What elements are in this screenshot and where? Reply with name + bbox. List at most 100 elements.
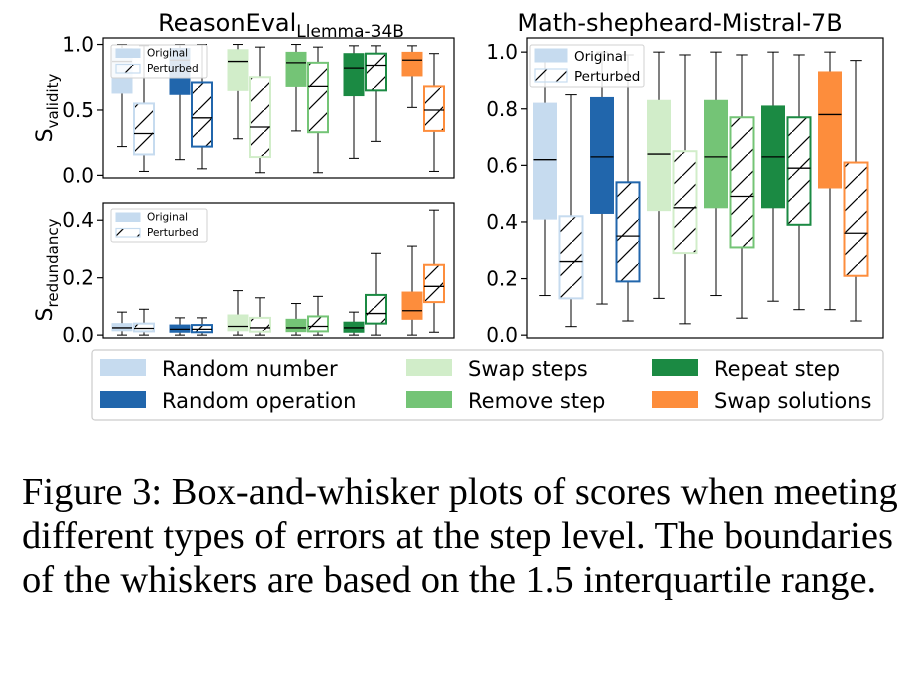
- box-hatch: [616, 182, 640, 282]
- box-rp-original: [343, 45, 365, 159]
- box-hatch: [559, 216, 583, 299]
- box-outline: [615, 181, 641, 283]
- box-body: [401, 51, 423, 77]
- box-hatch: [366, 294, 386, 324]
- box-outline: [423, 263, 445, 304]
- box-outline: [307, 315, 329, 333]
- legend-swatch-perturbed: [534, 68, 568, 83]
- box-hatch: [192, 82, 212, 147]
- box-body: [227, 314, 249, 332]
- box-so-perturbed: [423, 209, 445, 333]
- figure: ReasonEvalLlemma-34B Math-shepheard-Mist…: [33, 9, 884, 421]
- box-ss-perturbed: [672, 54, 698, 325]
- box-so-perturbed: [843, 60, 869, 322]
- inner-legend-label: Original: [147, 48, 188, 60]
- left-title: ReasonEvalLlemma-34B: [158, 9, 404, 42]
- box-hatch: [730, 117, 754, 248]
- box-hatch: [673, 151, 697, 254]
- box-hatch: [424, 264, 444, 303]
- inner-legend-label: Perturbed: [574, 69, 640, 85]
- box-rp-original: [761, 51, 785, 302]
- box-body: [704, 99, 728, 209]
- box-hatch: [134, 103, 154, 155]
- y-tick-label: 0.4: [62, 208, 94, 232]
- box-outline: [423, 85, 445, 132]
- box-outline: [672, 150, 698, 255]
- box-hatch: [787, 117, 811, 225]
- box-rp-original: [343, 311, 365, 336]
- legend-swatch-so: [652, 391, 698, 408]
- box-outline: [843, 161, 869, 277]
- box-body: [647, 99, 671, 212]
- y-tick-label: 0.0: [486, 323, 518, 347]
- box-so-perturbed: [423, 53, 445, 172]
- redundancy-panel: 0.0 0.2 0.4 Original Perturbed: [62, 202, 455, 347]
- box-outline: [729, 116, 755, 249]
- box-body: [343, 53, 365, 97]
- plot-frame: [102, 37, 455, 179]
- box-ss-original: [227, 44, 249, 140]
- box-outline: [786, 116, 812, 226]
- y-tick-label: 0.0: [62, 163, 94, 187]
- box-so-original: [818, 51, 842, 311]
- legend-label-rn: Random number: [162, 357, 338, 381]
- box-so-original: [401, 245, 423, 336]
- box-ro-perturbed: [191, 317, 213, 336]
- box-hatch: [308, 62, 328, 133]
- box-rs-original: [285, 44, 307, 132]
- box-ss-original: [227, 290, 249, 336]
- box-ss-perturbed: [249, 46, 271, 174]
- box-hatch: [250, 317, 270, 332]
- plot-frame: [102, 202, 455, 339]
- inner-legend-label: Original: [147, 212, 188, 224]
- right-title: Math-shepheard-Mistral-7B: [517, 9, 842, 37]
- legend-label-ss: Swap steps: [468, 357, 588, 381]
- box-outline: [365, 52, 387, 92]
- y-tick-label: 0.4: [486, 210, 518, 234]
- box-ro-original: [169, 317, 191, 336]
- box-body: [285, 318, 307, 333]
- figure-caption: Figure 3: Box-and-whisker plots of score…: [22, 471, 898, 601]
- box-body: [401, 291, 423, 320]
- inner-legend: Original Perturbed: [110, 44, 208, 79]
- inner-legend: Original Perturbed: [529, 44, 645, 88]
- box-rp-perturbed: [786, 54, 812, 311]
- box-rn-perturbed: [133, 308, 155, 336]
- box-ss-perturbed: [249, 297, 271, 336]
- box-outline: [365, 293, 387, 325]
- box-rn-original: [533, 51, 557, 297]
- box-rp-perturbed: [365, 45, 387, 142]
- box-body: [590, 96, 614, 214]
- box-rs-original: [704, 51, 728, 297]
- y-tick-label: 0.2: [486, 267, 518, 291]
- box-hatch: [366, 53, 386, 91]
- y-tick-label: 1.0: [486, 40, 518, 64]
- legend-label-ro: Random operation: [162, 389, 356, 413]
- box-rs-perturbed: [307, 46, 329, 174]
- box-rs-original: [285, 303, 307, 336]
- box-ro-perturbed: [615, 54, 641, 322]
- legend-label-rs: Remove step: [468, 389, 605, 413]
- box-outline: [249, 76, 271, 159]
- box-outline: [191, 324, 213, 334]
- redundancy-ylabel: Sredundancy: [33, 218, 62, 321]
- box-outline: [307, 61, 329, 134]
- legend-swatch-original: [115, 212, 141, 222]
- error-type-legend: Random number Random operation Swap steps R…: [91, 349, 884, 421]
- inner-legend-label: Original: [574, 49, 627, 65]
- y-tick-label: 0.5: [62, 98, 94, 122]
- box-outline: [249, 316, 271, 333]
- box-ss-original: [647, 51, 671, 299]
- math-shepherd-panel: 0.0 0.2 0.4 0.6 0.8 1.0 Original Perturbed: [486, 37, 884, 347]
- box-body: [533, 102, 557, 220]
- legend-label-rp: Repeat step: [714, 357, 840, 381]
- box-outline: [133, 322, 155, 333]
- box-rn-perturbed: [558, 94, 584, 328]
- legend-swatch-original: [534, 48, 568, 63]
- box-outline: [191, 81, 213, 148]
- box-rp-perturbed: [365, 252, 387, 336]
- legend-swatch-rp: [652, 359, 698, 376]
- legend-swatch-ro: [100, 391, 146, 408]
- y-tick-label: 0.8: [486, 97, 518, 121]
- box-outline: [133, 102, 155, 156]
